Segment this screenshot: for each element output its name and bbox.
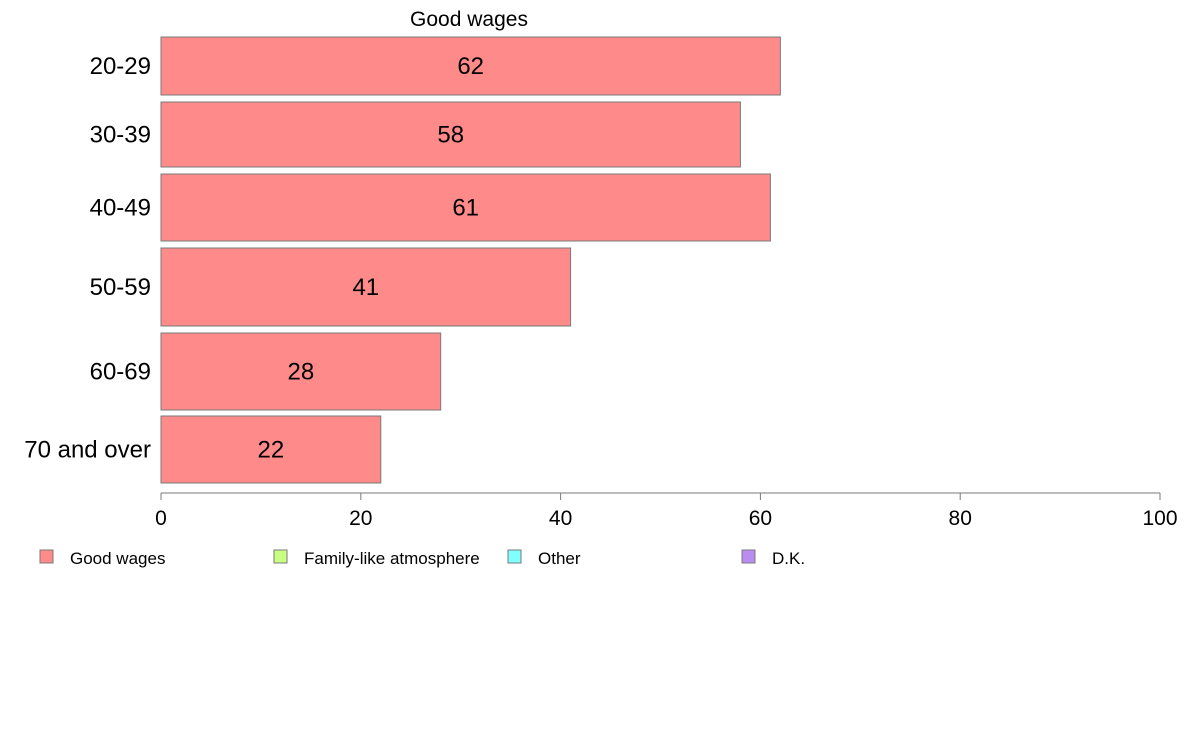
legend-label: Good wages bbox=[70, 549, 165, 568]
category-label: 40-49 bbox=[90, 195, 151, 222]
legend-item-d-k: D.K. bbox=[741, 549, 805, 568]
legend: Good wages Family-like atmosphere Other D.K… bbox=[39, 549, 805, 568]
x-tick-label: 80 bbox=[949, 507, 972, 530]
legend-swatch bbox=[507, 549, 522, 564]
legend-item-other: Other bbox=[507, 549, 581, 568]
chart-title: Good wages bbox=[410, 8, 528, 31]
legend-label: Other bbox=[538, 549, 581, 568]
bar-60-69 bbox=[160, 332, 442, 411]
category-label: 30-39 bbox=[90, 122, 151, 149]
bar-value-label: 28 bbox=[288, 359, 315, 386]
legend-item-good-wages: Good wages bbox=[39, 549, 165, 568]
legend-swatch bbox=[741, 549, 756, 564]
bar-value-label: 62 bbox=[457, 53, 484, 80]
x-tick-label: 60 bbox=[749, 507, 772, 530]
category-label: 60-69 bbox=[90, 359, 151, 386]
bar-value-label: 61 bbox=[452, 195, 479, 222]
bars-group: 62 20-29 58 30-39 61 40-49 41 50-59 28 60-69 22 70 … bbox=[24, 36, 781, 484]
bar-30-39 bbox=[160, 101, 741, 168]
category-label: 70 and over bbox=[24, 437, 151, 464]
bar-50-59 bbox=[160, 247, 572, 327]
legend-swatch bbox=[39, 549, 54, 564]
bar-value-label: 41 bbox=[352, 274, 379, 301]
legend-swatch bbox=[273, 549, 288, 564]
x-tick-label: 20 bbox=[349, 507, 372, 530]
x-tick-label: 100 bbox=[1142, 507, 1177, 530]
legend-label: D.K. bbox=[772, 549, 805, 568]
x-tick-label: 40 bbox=[549, 507, 572, 530]
bar-20-29 bbox=[160, 36, 781, 96]
bar-value-label: 58 bbox=[437, 122, 464, 149]
category-label: 20-29 bbox=[90, 53, 151, 80]
x-tick-label: 0 bbox=[155, 507, 167, 530]
category-label: 50-59 bbox=[90, 274, 151, 301]
legend-item-family-like-atmosphere: Family-like atmosphere bbox=[273, 549, 480, 568]
bar-value-label: 22 bbox=[258, 437, 285, 464]
legend-label: Family-like atmosphere bbox=[304, 549, 480, 568]
x-axis: 0 20 40 60 80 100 bbox=[155, 492, 1178, 530]
bar-40-49 bbox=[160, 173, 771, 242]
bar-70-and-over bbox=[160, 415, 382, 484]
